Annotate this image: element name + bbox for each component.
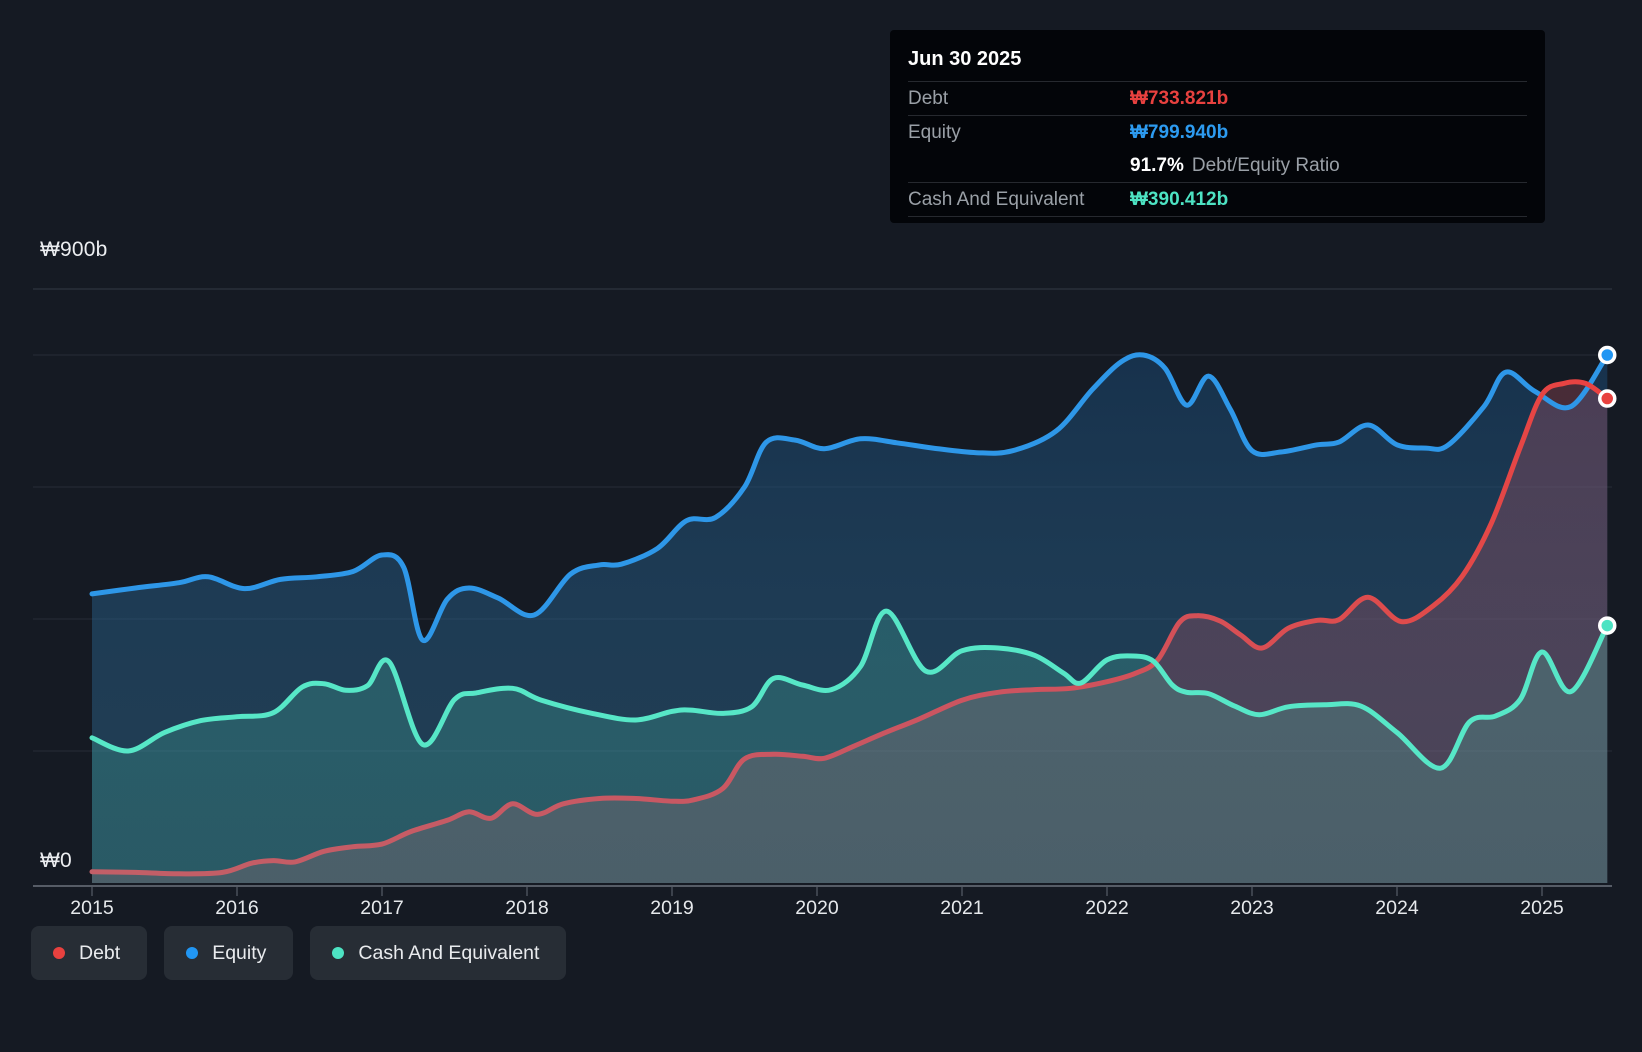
tooltip-debt-label: Debt (908, 87, 949, 109)
y-axis-zero-label: ₩0 (40, 849, 72, 872)
x-axis-label: 2017 (360, 897, 404, 919)
legend-item-debt[interactable]: Debt (31, 926, 148, 980)
x-axis-labels: 2015 2016 2017 2018 2019 2020 2021 2022 2023 2024… (0, 897, 1642, 925)
chart-legend: Debt Equity Cash And Equivalent (31, 926, 567, 980)
end-dot-equity (1598, 345, 1617, 365)
x-axis-label: 2024 (1375, 897, 1419, 919)
end-dot-debt (1598, 389, 1617, 408)
x-axis-label: 2015 (70, 897, 114, 919)
tooltip-cash-label: Cash And Equivalent (908, 188, 1085, 210)
tooltip-cash-value: ₩390.412b (1130, 188, 1229, 210)
tooltip-row-cash: Cash And Equivalent ₩390.412b (908, 183, 1527, 217)
x-axis-label: 2023 (1230, 897, 1274, 919)
tooltip-equity-value: ₩799.940b (1130, 121, 1229, 143)
legend-color-dot-icon (53, 947, 65, 959)
x-axis-label: 2022 (1085, 897, 1129, 919)
x-axis-label: 2025 (1520, 897, 1564, 919)
line-debt (89, 379, 1610, 877)
tooltip-row-equity: Equity ₩799.940b (908, 116, 1527, 149)
tooltip-ratio-label: Debt/Equity Ratio (1191, 154, 1340, 176)
tooltip-row-debt: Debt ₩733.821b (908, 82, 1527, 116)
tooltip-debt-value: ₩733.821b (1130, 87, 1229, 109)
legend-color-dot-icon (186, 947, 199, 959)
legend-item-cash-and-equivalent[interactable]: Cash And Equivalent (310, 926, 567, 980)
end-markers (1598, 345, 1617, 635)
x-axis-label: 2020 (795, 897, 839, 919)
tooltip-row-ratio: 91.7% Debt/Equity Ratio (908, 149, 1527, 183)
series-lines (89, 352, 1610, 877)
tooltip-ratio-value: 91.7% (1130, 154, 1184, 176)
legend-color-dot-icon (332, 947, 345, 959)
tooltip-equity-label: Equity (908, 121, 961, 143)
y-axis-max-label: ₩900b (40, 238, 108, 261)
x-axis-label: 2021 (940, 897, 984, 919)
x-axis-label: 2016 (215, 897, 259, 919)
legend-item-label: Cash And Equivalent (358, 941, 540, 964)
tooltip-date: Jun 30 2025 (908, 42, 1527, 82)
end-dot-cash-and-equivalent (1598, 616, 1617, 635)
x-axis-label: 2018 (505, 897, 549, 919)
legend-item-label: Debt (79, 941, 121, 964)
line-equity (89, 352, 1610, 643)
legend-item-equity[interactable]: Equity (164, 926, 294, 980)
x-axis-label: 2019 (650, 897, 694, 919)
x-axis-line (33, 885, 1612, 896)
chart-tooltip: Jun 30 2025 Debt ₩733.821b Equity ₩799.9… (890, 30, 1545, 223)
legend-item-label: Equity (212, 941, 267, 964)
line-cash-and-equivalent (89, 608, 1610, 771)
